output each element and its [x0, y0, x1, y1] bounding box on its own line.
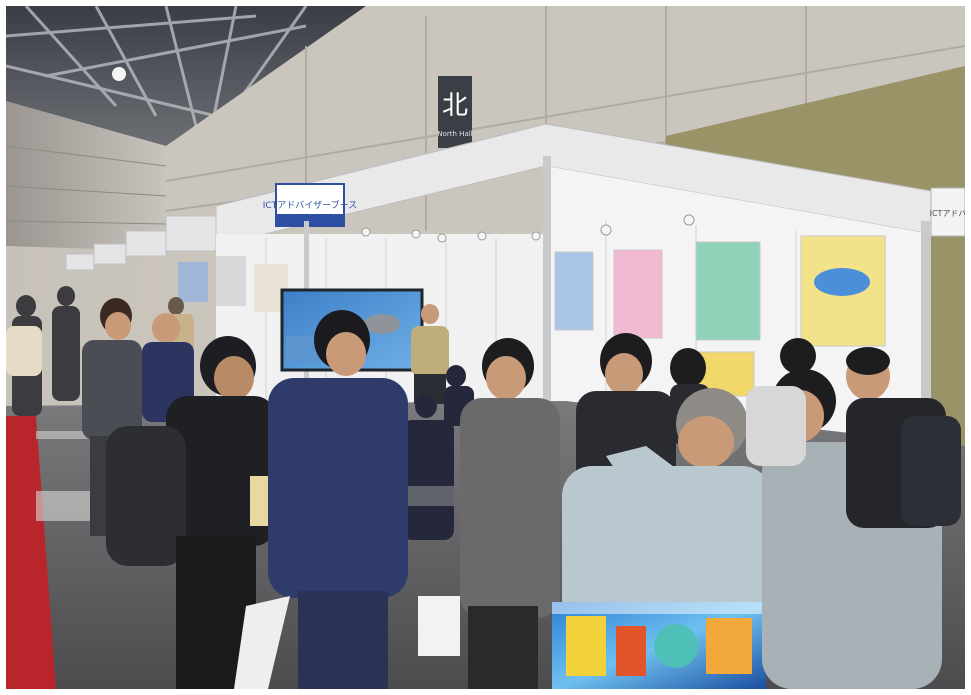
colorful-shopping-bag	[552, 602, 766, 689]
hall-sign	[438, 76, 472, 148]
hall-sign-text: 北	[442, 91, 468, 121]
held-paper	[234, 596, 290, 689]
visitor-grey-blazer	[460, 338, 560, 689]
booth-banner-text: ICTアドバイザーブース	[263, 199, 357, 211]
exhibition-photo: 北 North Hall ICTアドバイザーブース ICTアドバ Δ	[6, 6, 965, 689]
poster-wall	[178, 235, 886, 397]
hall-sign-subtext: North Hall	[437, 130, 472, 138]
visitor-with-backpack	[106, 336, 276, 689]
booth-banner-right-text: ICTアドバ	[930, 209, 965, 218]
visitor-blue-suit	[268, 310, 408, 689]
